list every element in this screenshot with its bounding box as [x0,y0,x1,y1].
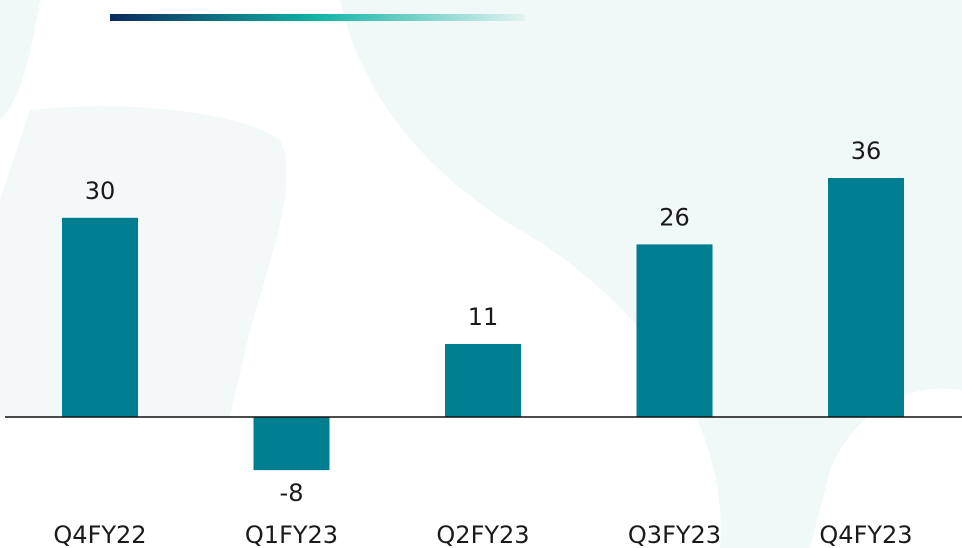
value-label: 11 [468,303,499,331]
header-accent [110,14,525,21]
bar [62,217,138,417]
value-label: 30 [85,177,116,205]
x-tick-label: Q1FY23 [245,521,338,548]
x-tick-label: Q3FY23 [628,521,721,548]
bar [828,178,904,417]
value-label: 36 [851,137,882,165]
x-tick-label: Q4FY23 [819,521,912,548]
bar [445,343,521,417]
value-label: -8 [280,479,304,507]
value-label: 26 [659,203,690,231]
x-tick-label: Q4FY22 [53,521,146,548]
bar [253,417,330,471]
x-tick-label: Q2FY23 [436,521,529,548]
bar [636,244,713,417]
